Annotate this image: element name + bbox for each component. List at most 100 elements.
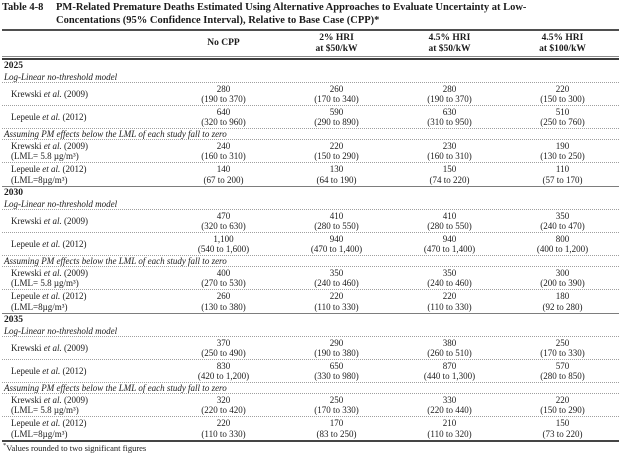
value-cell: 630 (310 to 950) — [427, 106, 472, 127]
table-title-line1: PM-Related Premature Deaths Estimated Us… — [56, 2, 527, 13]
table-row: Lepeule et al. (2012) 640 (320 to 960) 59… — [2, 106, 619, 129]
year-label: 2035 — [4, 315, 23, 325]
value-cell: 170 (83 to 250) — [316, 418, 357, 439]
study-lml: (LML=8µg/m³) — [11, 428, 68, 439]
value-cell: 320 (220 to 420) — [201, 394, 246, 415]
value-cell: 330 (220 to 440) — [427, 394, 472, 415]
study-name: Krewski et al. (2009) — [11, 342, 88, 353]
value-cell: 110 (57 to 170) — [542, 164, 583, 185]
value-cell: 570 (280 to 850) — [540, 360, 585, 381]
table-row: Krewski et al. (2009) (LML= 5.8 µg/m³) 4… — [2, 267, 619, 290]
value-cell: 650 (330 to 980) — [314, 360, 359, 381]
study-name: Lepeule et al. (2012) (LML=8µg/m³) — [2, 163, 167, 186]
table-row: Krewski et al. (2009) 470 (320 to 630) 41… — [2, 210, 619, 233]
table-row: Lepeule et al. (2012) 830 (420 to 1,200) … — [2, 360, 619, 383]
study-name: Krewski et al. (2009) (LML= 5.8 µg/m³) — [2, 267, 167, 289]
value-cell: 150 (74 to 220) — [429, 164, 470, 185]
section-2035: 2035 Log-Linear no-threshold model Krews… — [2, 313, 619, 440]
value-cell: 150 (73 to 220) — [542, 418, 583, 439]
year-label: 2025 — [4, 61, 23, 71]
value-cell: 220 (110 to 330) — [314, 291, 359, 312]
study-name: Krewski et al. (2009) (LML= 5.8 µg/m³) — [2, 394, 167, 416]
value-cell: 130 (64 to 190) — [316, 164, 357, 185]
column-header-2pct-hri: 2% HRI at $50/kW — [315, 32, 358, 54]
group-heading: Log-Linear no-threshold model — [2, 199, 619, 210]
value-cell: 370 (250 to 490) — [201, 337, 246, 358]
value-cell: 800 (400 to 1,200) — [536, 233, 589, 254]
table-row: Krewski et al. (2009) 370 (250 to 490) 29… — [2, 337, 619, 360]
study-name: Lepeule et al. (2012) (LML=8µg/m³) — [2, 417, 167, 440]
value-cell: 290 (190 to 380) — [314, 337, 359, 358]
year-label: 2030 — [4, 188, 23, 198]
study-lml: (LML= 5.8 µg/m³) — [11, 278, 79, 288]
value-cell: 220 (150 to 290) — [314, 140, 359, 161]
value-cell: 870 (440 to 1,300) — [423, 360, 476, 381]
value-cell: 410 (280 to 550) — [314, 210, 359, 231]
group-heading: Log-Linear no-threshold model — [2, 72, 619, 83]
group-heading: Assuming PM effects below the LML of eac… — [2, 383, 619, 394]
section-2030: 2030 Log-Linear no-threshold model Krews… — [2, 186, 619, 313]
study-lml: (LML= 5.8 µg/m³) — [11, 405, 79, 415]
header-divider — [2, 56, 619, 60]
value-cell: 140 (67 to 200) — [203, 164, 244, 185]
value-cell: 830 (420 to 1,200) — [197, 360, 250, 381]
footnote-text: Values rounded to two significant figure… — [6, 443, 147, 453]
group-heading: Assuming PM effects below the LML of eac… — [2, 129, 619, 140]
value-cell: 190 (130 to 250) — [540, 140, 585, 161]
group-heading: Log-Linear no-threshold model — [2, 326, 619, 337]
value-cell: 230 (160 to 310) — [427, 140, 472, 161]
table-caption: Table 4-8 PM-Related Premature Deaths Es… — [2, 2, 619, 31]
table-title-line2: Concentations (95% Confidence Interval),… — [56, 14, 380, 26]
footnote-marker: * — [3, 442, 7, 450]
value-cell: 210 (110 to 320) — [427, 418, 472, 439]
value-cell: 380 (260 to 510) — [427, 337, 472, 358]
value-cell: 250 (170 to 330) — [314, 394, 359, 415]
table-number: Table 4-8 — [2, 2, 44, 13]
value-cell: 240 (160 to 310) — [201, 140, 246, 161]
study-lml: (LML= 5.8 µg/m³) — [11, 151, 79, 161]
value-cell: 220 (110 to 330) — [427, 291, 472, 312]
value-cell: 400 (270 to 530) — [201, 267, 246, 288]
value-cell: 220 (150 to 300) — [540, 83, 585, 104]
table-title: PM-Related Premature Deaths Estimated Us… — [56, 2, 619, 27]
column-header-no-cpp: No CPP — [207, 38, 240, 48]
value-cell: 280 (190 to 370) — [427, 83, 472, 104]
column-header-4-5pct-hri-100: 4.5% HRI at $100/kW — [539, 32, 586, 54]
value-cell: 940 (470 to 1,400) — [310, 233, 363, 254]
value-cell: 280 (190 to 370) — [201, 83, 246, 104]
value-cell: 640 (320 to 960) — [201, 106, 246, 127]
section-2025: 2025 Log-Linear no-threshold model Krews… — [2, 60, 619, 186]
study-name: Krewski et al. (2009) — [11, 88, 88, 99]
study-name: Lepeule et al. (2012) — [11, 238, 87, 249]
value-cell: 350 (240 to 470) — [540, 210, 585, 231]
value-cell: 470 (320 to 630) — [201, 210, 246, 231]
column-header-empty — [2, 31, 167, 56]
study-name: Krewski et al. (2009) — [11, 215, 88, 226]
value-cell: 220 (150 to 290) — [540, 394, 585, 415]
table-row: Lepeule et al. (2012) (LML=8µg/m³) 260 (1… — [2, 290, 619, 313]
study-name: Lepeule et al. (2012) — [11, 111, 87, 122]
value-cell: 350 (240 to 460) — [427, 267, 472, 288]
value-cell: 260 (130 to 380) — [201, 291, 246, 312]
value-cell: 410 (280 to 550) — [427, 210, 472, 231]
study-lml: (LML=8µg/m³) — [11, 174, 68, 185]
study-lml: (LML=8µg/m³) — [11, 301, 68, 312]
study-name: Lepeule et al. (2012) (LML=8µg/m³) — [2, 290, 167, 313]
column-header-4-5pct-hri-50: 4.5% HRI at $50/kW — [428, 32, 471, 54]
study-name: Krewski et al. (2009) (LML= 5.8 µg/m³) — [2, 140, 167, 162]
value-cell: 260 (170 to 340) — [314, 83, 359, 104]
value-cell: 300 (200 to 390) — [540, 267, 585, 288]
table-row: Lepeule et al. (2012) 1,100 (540 to 1,600… — [2, 233, 619, 256]
value-cell: 510 (250 to 760) — [540, 106, 585, 127]
value-cell: 180 (92 to 280) — [542, 291, 583, 312]
study-name: Lepeule et al. (2012) — [11, 365, 87, 376]
column-header-row: No CPP 2% HRI at $50/kW 4.5% HRI at $50/… — [2, 31, 619, 56]
table-row: Krewski et al. (2009) 280 (190 to 370) 26… — [2, 83, 619, 106]
value-cell: 940 (470 to 1,400) — [423, 233, 476, 254]
table-row: Krewski et al. (2009) (LML= 5.8 µg/m³) 3… — [2, 394, 619, 417]
table-footnote: *Values rounded to two significant figur… — [2, 440, 619, 453]
value-cell: 590 (290 to 890) — [314, 106, 359, 127]
table-row: Lepeule et al. (2012) (LML=8µg/m³) 220 (1… — [2, 417, 619, 440]
table-row: Lepeule et al. (2012) (LML=8µg/m³) 140 (6… — [2, 163, 619, 186]
